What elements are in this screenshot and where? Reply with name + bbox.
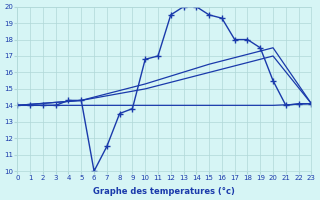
- X-axis label: Graphe des temperatures (°c): Graphe des temperatures (°c): [93, 187, 235, 196]
